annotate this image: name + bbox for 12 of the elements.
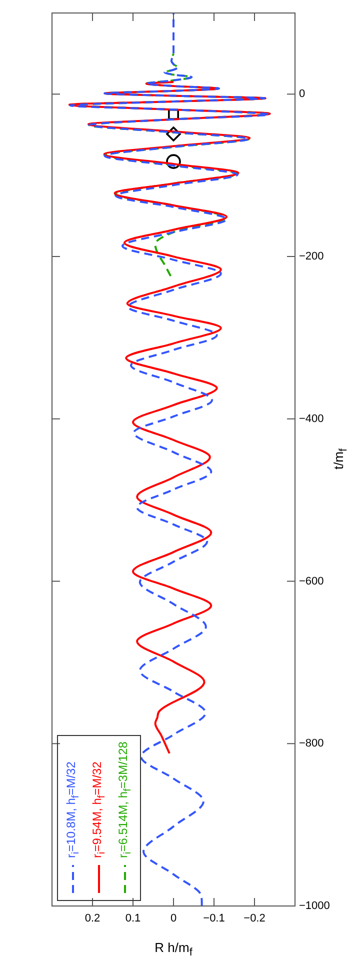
x-tick-label: 0.2	[84, 912, 100, 925]
x-tick-label: −0.2	[244, 912, 266, 925]
x-tick-label: 0	[170, 912, 177, 925]
y-tick-label: 0	[299, 88, 306, 100]
y-tick-label: −400	[299, 412, 324, 425]
y-tick-label: −1000	[299, 900, 330, 912]
y-tick-label: −200	[299, 250, 324, 263]
x-axis-title: R h/m$_{f}$	[154, 940, 194, 959]
x-tick-label: 0.1	[125, 912, 141, 925]
y-tick-label: −600	[299, 575, 324, 588]
y-tick-label: −800	[299, 738, 324, 750]
x-tick-label: −0.1	[203, 912, 225, 925]
